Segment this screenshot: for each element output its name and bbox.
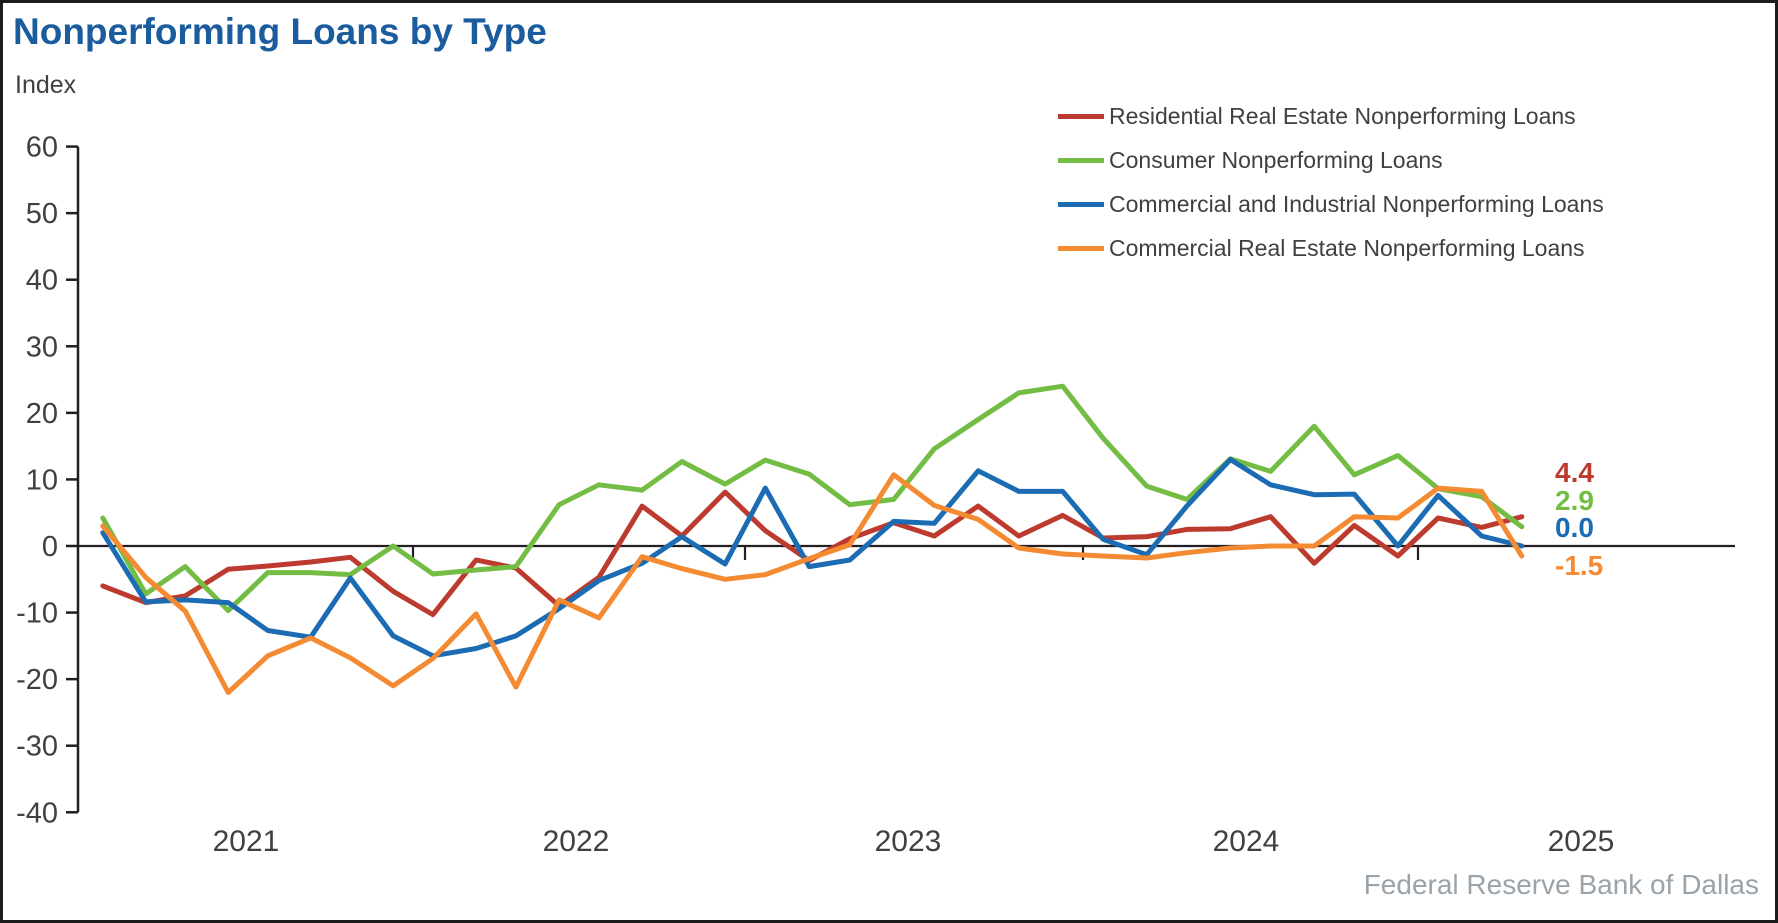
y-tick-label: -20 [16, 664, 58, 696]
legend-item-residential: Residential Real Estate Nonperforming Lo… [1058, 94, 1604, 138]
series-line-commercial_industrial [100, 457, 1525, 659]
x-year-label: 2022 [543, 825, 610, 858]
legend-swatch-residential [1058, 113, 1104, 119]
legend-swatch-commercial_real_estate [1058, 245, 1104, 251]
legend-label: Residential Real Estate Nonperforming Lo… [1109, 102, 1576, 129]
end-value-label-consumer: 2.9 [1555, 485, 1594, 516]
end-value-label-commercial_industrial: 0.0 [1555, 512, 1594, 543]
legend-swatch-consumer [1058, 157, 1104, 163]
legend-item-commercial_real_estate: Commercial Real Estate Nonperforming Loa… [1058, 226, 1604, 270]
y-axis-unit-label: Index [15, 71, 77, 99]
chart-title: Nonperforming Loans by Type [13, 11, 547, 52]
y-tick-label: 10 [26, 464, 58, 496]
y-tick-label: 40 [26, 265, 58, 297]
y-tick-label: 0 [42, 531, 58, 563]
chart-canvas: 60 50 40 30 20 10 0 -10 -20 -30 -40 2021 2022 2023 202… [16, 132, 1735, 858]
x-year-label: 2025 [1548, 825, 1615, 858]
source-credit: Federal Reserve Bank of Dallas [1363, 869, 1759, 900]
end-value-label-commercial_real_estate: -1.5 [1555, 550, 1603, 581]
y-tick-label: 50 [26, 198, 58, 230]
series-line-residential [100, 489, 1525, 618]
x-year-label: 2024 [1213, 825, 1280, 858]
series-line-consumer [100, 383, 1525, 614]
y-tick-label: 60 [26, 132, 58, 164]
x-year-label: 2021 [213, 825, 280, 858]
legend-label: Consumer Nonperforming Loans [1109, 146, 1443, 173]
y-tick-label: 20 [26, 398, 58, 430]
end-value-label-residential: 4.4 [1555, 457, 1594, 488]
legend: Residential Real Estate Nonperforming Lo… [1058, 94, 1604, 270]
legend-swatch-commercial_industrial [1058, 201, 1104, 207]
legend-label: Commercial Real Estate Nonperforming Loa… [1109, 234, 1585, 261]
legend-label: Commercial and Industrial Nonperforming … [1109, 190, 1604, 217]
y-tick-label: -30 [16, 731, 58, 763]
legend-item-commercial_industrial: Commercial and Industrial Nonperforming … [1058, 182, 1604, 226]
x-year-label: 2023 [875, 825, 942, 858]
y-tick-label: -40 [16, 797, 58, 829]
y-tick-label: 30 [26, 331, 58, 363]
y-tick-label: -10 [16, 598, 58, 630]
legend-item-consumer: Consumer Nonperforming Loans [1058, 138, 1604, 182]
series-line-commercial_real_estate [100, 472, 1525, 695]
